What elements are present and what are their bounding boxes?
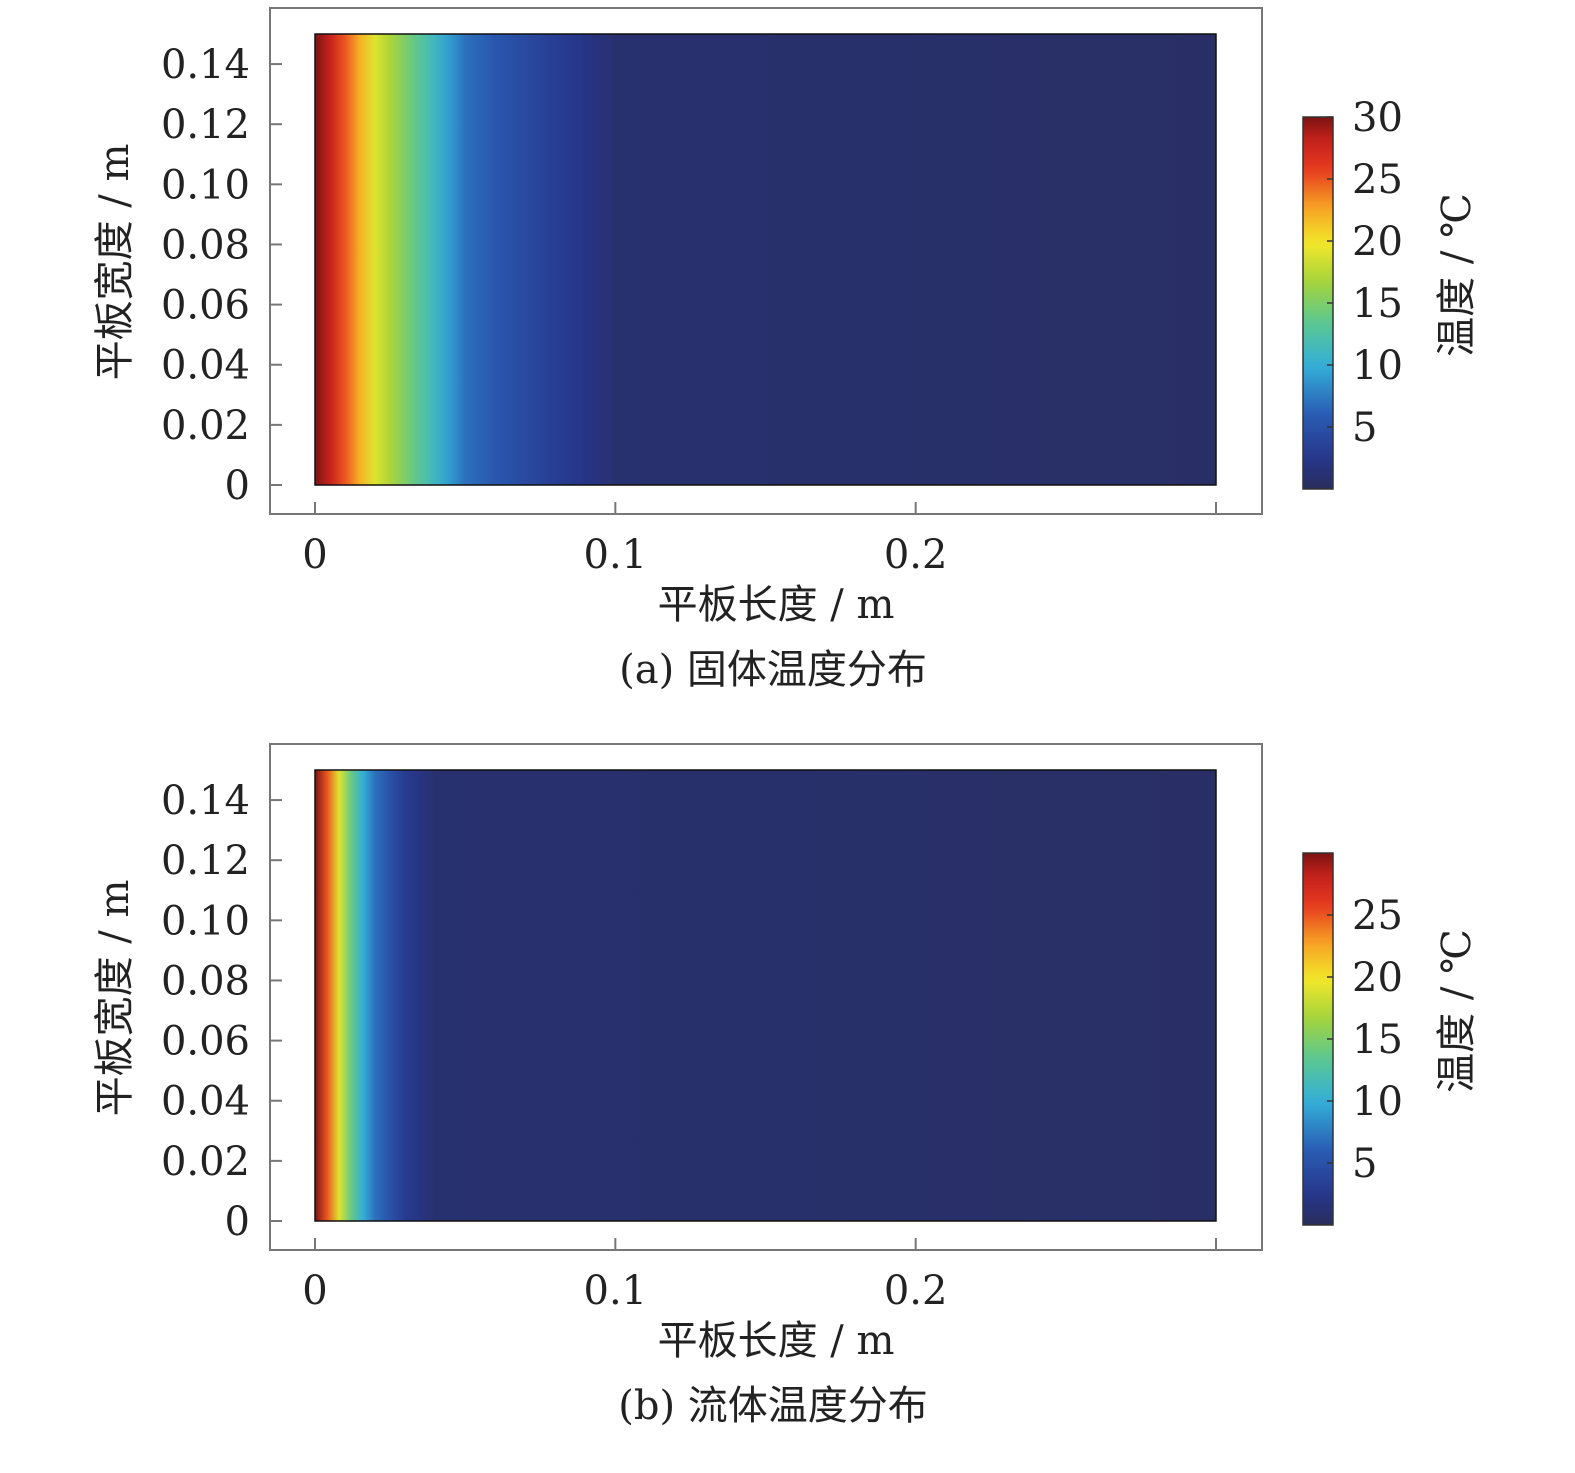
x-axis-title: 平板长度 / m <box>658 582 895 628</box>
y-tick-label: 0.02 <box>161 1139 250 1185</box>
y-tick-label: 0.14 <box>161 42 250 88</box>
y-tick-label: 0.06 <box>161 283 250 329</box>
colorbar-tick-label: 5 <box>1352 1141 1377 1187</box>
colorbar-title: 温度 / ℃ <box>1434 929 1480 1093</box>
x-axis-title: 平板长度 / m <box>658 1318 895 1364</box>
colorbar-tick-label: 15 <box>1352 281 1403 327</box>
colorbar-tick-label: 5 <box>1352 405 1377 451</box>
y-axis-title: 平板宽度 / m <box>92 144 138 381</box>
x-tick-label: 0.1 <box>584 532 648 578</box>
temperature-field <box>314 769 1217 1222</box>
y-tick-label: 0.04 <box>161 343 250 389</box>
y-tick-label: 0.14 <box>161 778 250 824</box>
chart-a-svg: 0 0.02 0.04 0.06 0.08 0.10 0.12 0.14 0 0.1 0.2平板长度… <box>92 7 1480 693</box>
y-tick-label: 0.12 <box>161 102 250 148</box>
colorbar-tick-label: 20 <box>1352 955 1403 1001</box>
x-tick-label: 0.2 <box>884 532 948 578</box>
y-tick-label: 0.12 <box>161 838 250 884</box>
y-tick-label: 0.06 <box>161 1019 250 1065</box>
colorbar-tick-label: 25 <box>1352 157 1403 203</box>
y-tick-label: 0.10 <box>161 162 250 208</box>
figure-caption: (a) 固体温度分布 <box>619 647 927 693</box>
colorbar-tick-label: 15 <box>1352 1017 1403 1063</box>
figure-caption: (b) 流体温度分布 <box>618 1383 928 1429</box>
chart-b-svg: 0 0.02 0.04 0.06 0.08 0.10 0.12 0.14 0 0.1 0.2平板长度… <box>92 743 1480 1429</box>
colorbar-tick-label: 10 <box>1352 1079 1403 1125</box>
y-tick-label: 0.10 <box>161 898 250 944</box>
y-tick-label: 0.04 <box>161 1079 250 1125</box>
panel-b-fluid-temperature: 0 0.02 0.04 0.06 0.08 0.10 0.12 0.14 0 0.1 0.2 平板长度… <box>0 736 1575 1473</box>
x-tick-label: 0 <box>302 532 327 578</box>
colorbar-tick-label: 20 <box>1352 219 1403 265</box>
x-tick-label: 0 <box>302 1268 327 1314</box>
y-tick-label: 0.02 <box>161 403 250 449</box>
colorbar-tick-label: 10 <box>1352 343 1403 389</box>
x-tick-label: 0.2 <box>884 1268 948 1314</box>
y-tick-label: 0 <box>225 463 250 509</box>
colorbar-title: 温度 / ℃ <box>1434 193 1480 357</box>
y-tick-label: 0.08 <box>161 958 250 1004</box>
colorbar-tick-label: 25 <box>1352 893 1403 939</box>
y-tick-label: 0 <box>225 1199 250 1245</box>
colorbar-tick-label: 30 <box>1352 95 1403 141</box>
y-tick-label: 0.08 <box>161 222 250 268</box>
panel-a-solid-temperature: 0 0.02 0.04 0.06 0.08 0.10 0.12 0.14 0 0.1 0.2 平板长度… <box>0 0 1575 730</box>
temperature-field <box>314 33 1217 486</box>
y-axis-title: 平板宽度 / m <box>92 880 138 1117</box>
x-tick-label: 0.1 <box>584 1268 648 1314</box>
